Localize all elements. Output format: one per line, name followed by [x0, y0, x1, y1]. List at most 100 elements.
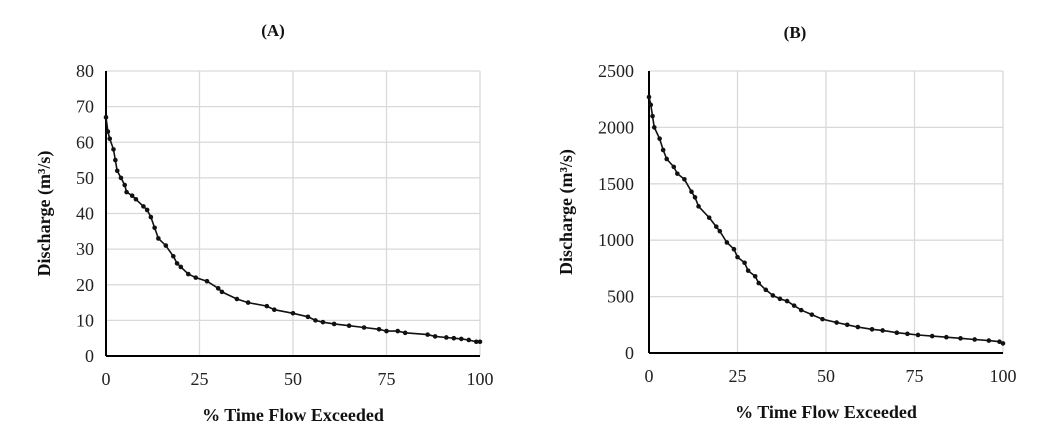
data-point — [731, 246, 737, 252]
x-tick-label: 100 — [990, 366, 1017, 386]
data-point — [745, 268, 751, 273]
data-point — [111, 147, 116, 152]
x-tick-label: 75 — [378, 369, 396, 389]
data-point — [473, 339, 479, 345]
data-point — [459, 336, 464, 342]
data-point — [272, 307, 277, 312]
data-point — [777, 296, 783, 302]
data-point — [313, 318, 318, 323]
y-axis-label: Discharge (m³/s) — [34, 151, 55, 277]
data-point — [376, 326, 382, 332]
x-tick-label: 25 — [191, 369, 209, 389]
data-point — [193, 275, 199, 280]
data-point — [141, 204, 146, 209]
data-point — [148, 214, 154, 220]
data-point — [689, 189, 694, 194]
data-point — [451, 335, 457, 341]
x-tick-label: 50 — [817, 366, 835, 386]
data-point — [724, 240, 730, 245]
data-point — [742, 260, 747, 266]
data-point — [809, 312, 815, 317]
x-tick-label: 50 — [284, 369, 302, 389]
data-point — [706, 215, 712, 220]
y-tick-label: 0 — [85, 346, 94, 366]
data-point — [122, 182, 127, 188]
y-tick-label: 70 — [76, 97, 94, 117]
y-tick-label: 60 — [76, 132, 94, 152]
chart-title: (B) — [784, 23, 807, 42]
x-tick-label: 100 — [467, 369, 494, 389]
data-point — [204, 278, 210, 284]
y-tick-label: 1000 — [598, 230, 634, 250]
data-point — [466, 337, 472, 343]
data-point — [395, 328, 401, 334]
data-point — [384, 328, 389, 334]
data-point — [834, 320, 839, 325]
data-point — [648, 102, 654, 108]
data-point — [118, 175, 124, 181]
data-point — [915, 332, 921, 338]
data-point — [997, 339, 1002, 345]
y-tick-label: 0 — [625, 343, 634, 363]
y-tick-label: 80 — [76, 61, 94, 81]
data-point — [650, 113, 655, 119]
data-point — [1000, 341, 1006, 346]
data-point — [905, 331, 910, 337]
data-point — [652, 125, 657, 130]
data-point — [477, 339, 483, 345]
data-point — [174, 261, 180, 266]
data-point — [844, 322, 850, 328]
y-tick-label: 500 — [607, 287, 634, 307]
data-point — [290, 310, 296, 316]
data-point — [402, 330, 408, 336]
data-point — [986, 338, 992, 343]
data-point — [756, 280, 762, 286]
data-point — [245, 300, 251, 305]
data-point — [894, 330, 900, 335]
data-point — [972, 337, 977, 342]
data-point — [432, 334, 438, 339]
data-point — [219, 289, 225, 295]
data-point — [855, 324, 861, 330]
data-point — [305, 314, 311, 320]
data-point — [798, 307, 804, 313]
data-point — [156, 236, 161, 241]
y-tick-label: 30 — [76, 239, 94, 259]
x-axis-label: % Time Flow Exceeded — [735, 402, 917, 422]
x-axis-label: % Time Flow Exceeded — [202, 405, 384, 425]
data-point — [958, 336, 963, 341]
y-tick-label: 2000 — [598, 117, 634, 137]
data-point — [763, 287, 769, 293]
data-point — [215, 286, 221, 291]
data-point — [124, 189, 129, 195]
data-point — [114, 168, 120, 174]
data-point — [144, 207, 150, 213]
data-point — [107, 136, 113, 141]
y-tick-label: 50 — [76, 168, 94, 188]
data-point — [361, 325, 367, 330]
data-point — [660, 147, 666, 153]
data-point — [103, 115, 109, 120]
x-tick-label: 0 — [645, 366, 654, 386]
data-point — [735, 254, 740, 260]
data-point — [682, 176, 687, 182]
data-point — [113, 157, 118, 163]
series-line — [648, 96, 1004, 345]
data-point — [425, 332, 430, 337]
data-point — [770, 293, 776, 298]
data-point — [752, 273, 758, 279]
data-point — [944, 334, 949, 340]
x-tick-label: 25 — [729, 366, 747, 386]
data-point — [185, 271, 191, 277]
data-point — [791, 303, 797, 308]
y-tick-label: 2500 — [598, 61, 634, 81]
data-point — [646, 94, 652, 100]
y-tick-label: 40 — [76, 204, 94, 224]
data-point — [692, 195, 698, 200]
data-point — [929, 333, 935, 339]
data-point — [346, 323, 352, 329]
data-point — [264, 303, 270, 309]
data-point — [320, 319, 326, 325]
data-point — [171, 253, 176, 259]
